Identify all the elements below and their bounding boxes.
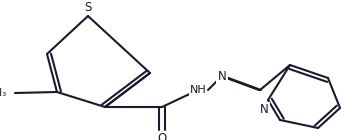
Text: NH: NH [190, 85, 206, 95]
Text: S: S [84, 1, 92, 14]
Text: N: N [218, 69, 226, 82]
Text: CH₃: CH₃ [0, 88, 7, 98]
Text: N: N [260, 103, 268, 116]
Text: O: O [157, 132, 166, 140]
